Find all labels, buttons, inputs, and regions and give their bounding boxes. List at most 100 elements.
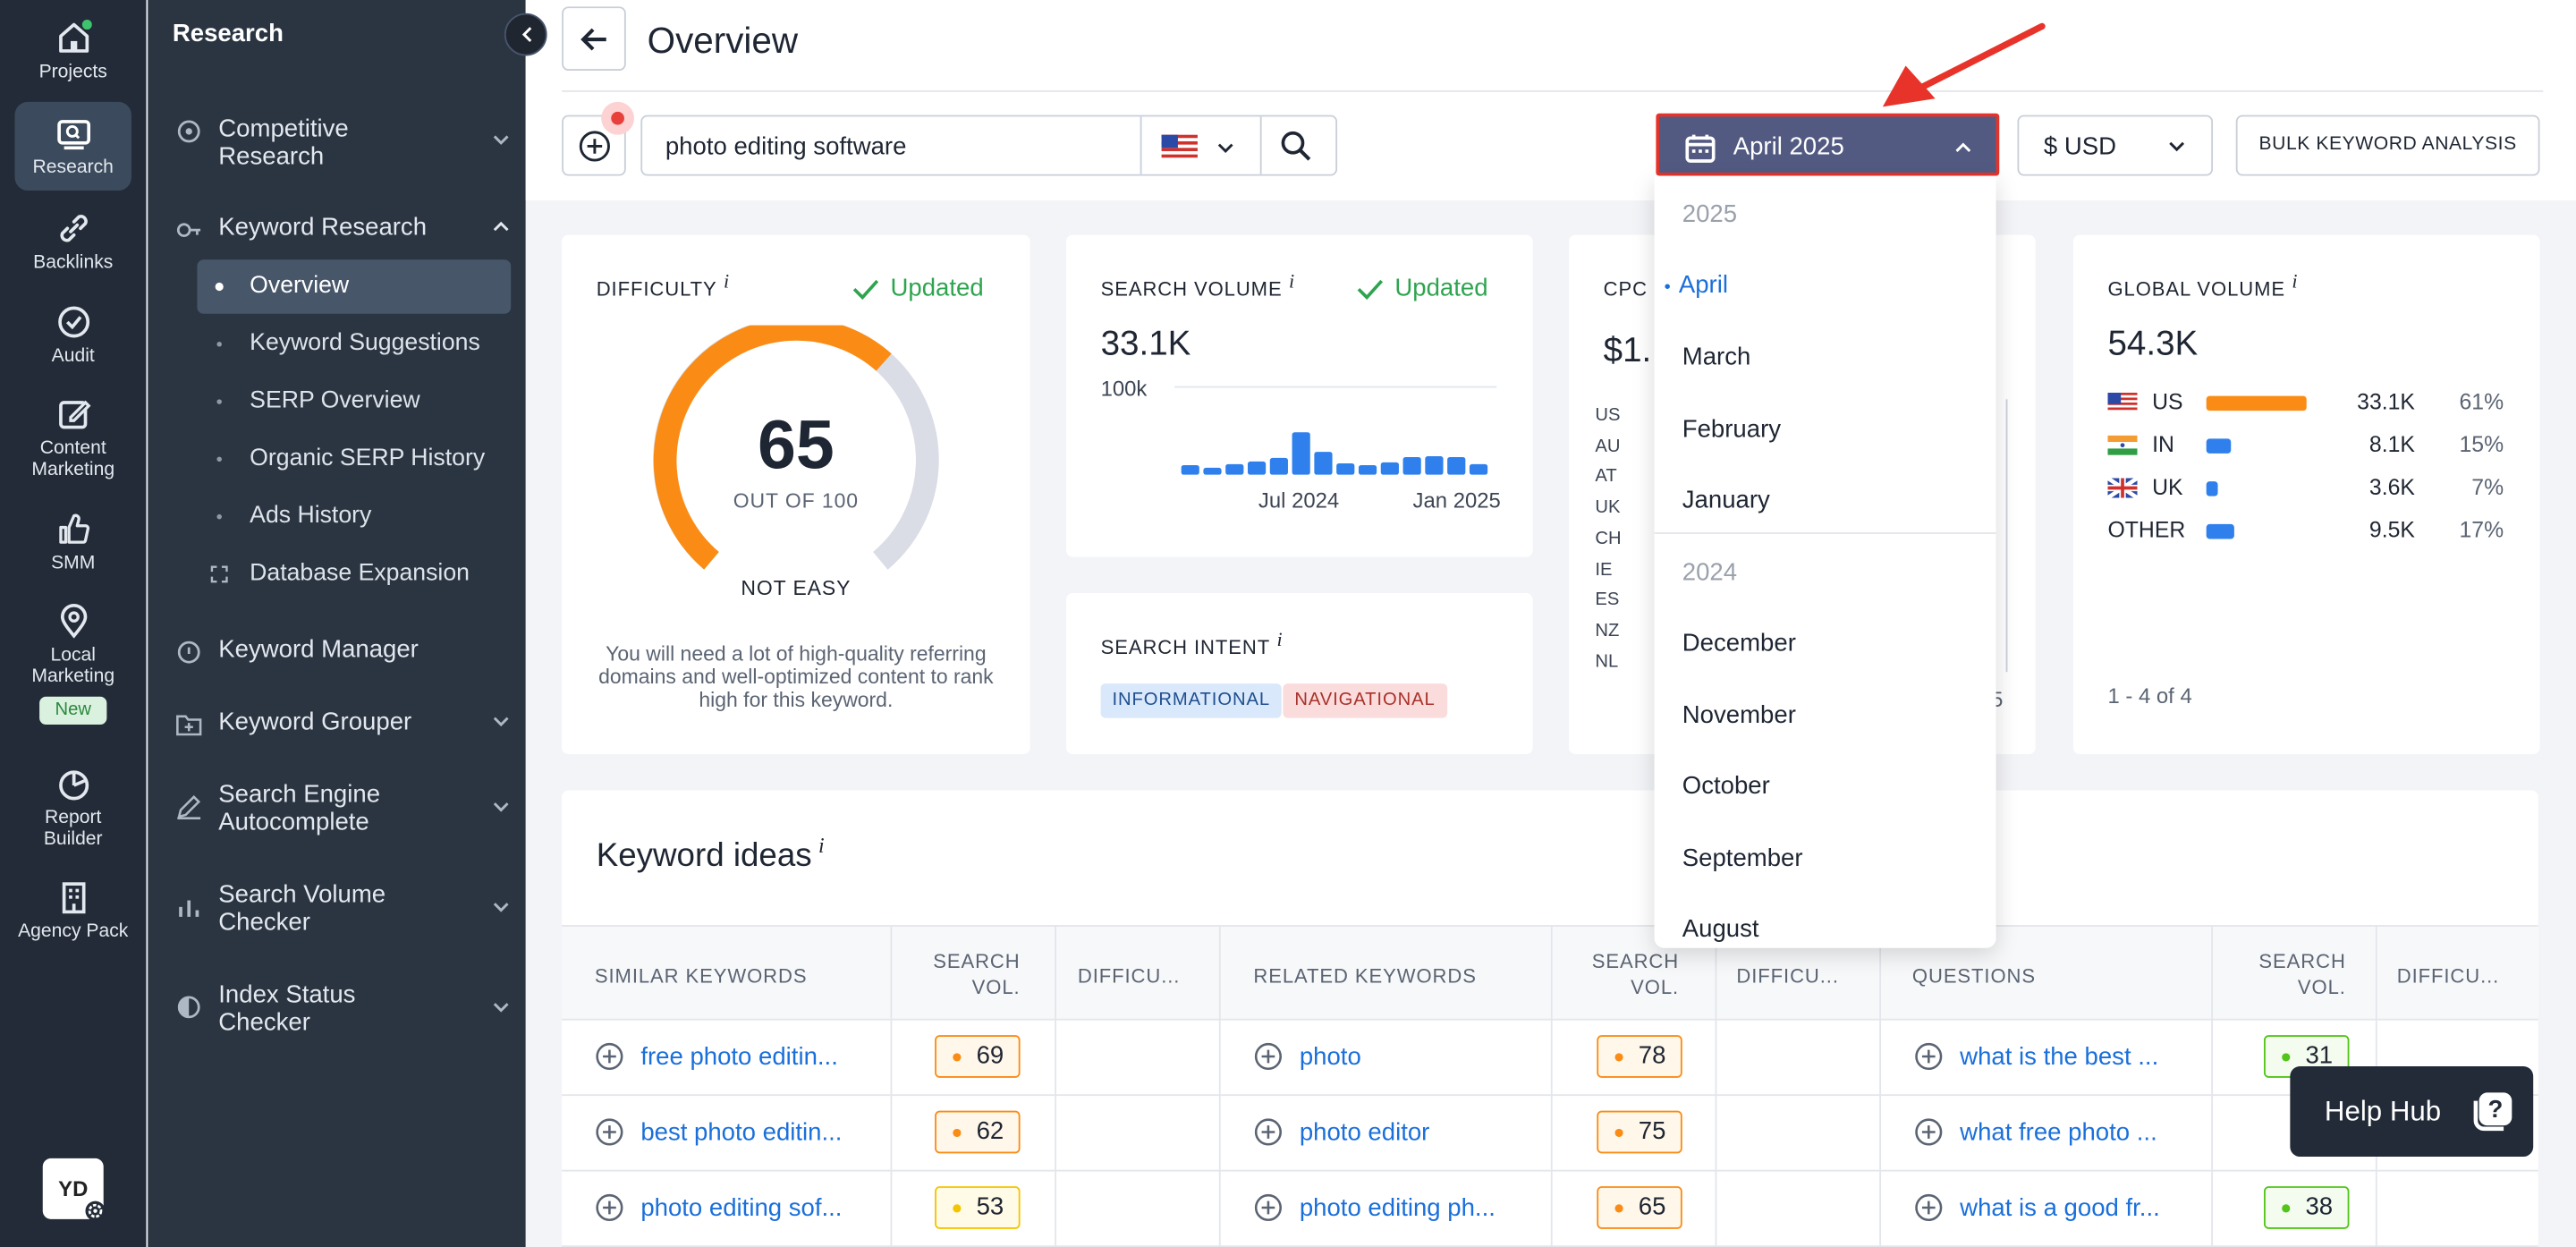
cpc-country-list: US AU AT UK CH IE ES NZ NL (1595, 401, 1621, 677)
rail-item-agency-pack[interactable]: Agency Pack (15, 879, 131, 965)
keyword-link[interactable]: what free photo ... (1915, 1118, 2157, 1147)
info-icon[interactable]: i (1276, 627, 1284, 651)
column-header[interactable]: DIFFICU... (1077, 964, 1181, 988)
keyword-link[interactable]: free photo editin... (596, 1042, 838, 1072)
keyword-link[interactable]: photo editing ph... (1254, 1193, 1496, 1223)
rail-item-local-marketing[interactable]: Local Marketing New (15, 603, 131, 734)
info-icon[interactable]: i (723, 269, 731, 293)
rail-item-research[interactable]: Research (14, 101, 131, 191)
column-header[interactable]: SEARCH VOL. (2258, 949, 2346, 999)
nav-keyword-grouper[interactable]: Keyword Grouper (176, 708, 513, 742)
research-icon (56, 120, 90, 150)
rail-label: Research (32, 157, 114, 178)
subnav-serp-overview[interactable]: SERP Overview (197, 375, 511, 429)
info-icon[interactable]: i (1288, 269, 1296, 293)
add-keyword-icon[interactable] (1253, 1041, 1283, 1071)
column-header[interactable]: SEARCH VOL. (933, 949, 1021, 999)
dropdown-option-august[interactable]: August (1682, 915, 1759, 944)
keyword-link[interactable]: what is a good fr... (1915, 1193, 2160, 1223)
column-header[interactable]: DIFFICU... (2396, 964, 2500, 988)
rail-item-smm[interactable]: SMM (15, 511, 131, 576)
intent-tag: NAVIGATIONAL (1283, 683, 1447, 718)
info-icon[interactable]: i (2292, 269, 2299, 293)
cpc-country: IE (1595, 559, 1613, 580)
us-flag-icon (1161, 134, 1198, 158)
keyword-link[interactable]: best photo editin... (596, 1118, 842, 1147)
avatar[interactable]: YD (42, 1158, 106, 1221)
rail-item-audit[interactable]: Audit (15, 304, 131, 369)
subnav-organic-serp-history[interactable]: Organic SERP History (197, 432, 511, 487)
rail-item-backlinks[interactable]: Backlinks (15, 210, 131, 276)
subnav-overview[interactable]: Overview (197, 259, 512, 314)
dropdown-option-november[interactable]: November (1682, 701, 1796, 730)
add-keyword-button[interactable] (562, 115, 626, 176)
subnav-keyword-suggestions[interactable]: Keyword Suggestions (197, 317, 511, 371)
difficulty-level: NOT EASY (741, 576, 852, 600)
add-keyword-icon[interactable] (595, 1192, 624, 1222)
country-select[interactable] (1142, 116, 1260, 174)
volume-bar (1314, 452, 1333, 475)
date-picker-button[interactable]: April 2025 (1656, 113, 2000, 176)
country-percent: 7% (2471, 474, 2504, 500)
rail-label: Report Builder (43, 808, 103, 850)
dropdown-option-september[interactable]: September (1682, 844, 1803, 873)
collapse-sidebar-button[interactable] (504, 13, 547, 56)
subnav-database-expansion[interactable]: Database Expansion (197, 547, 511, 602)
country-volume: 33.1K (2357, 389, 2415, 414)
nav-search-volume-checker[interactable]: Search Volume Checker (176, 880, 513, 937)
x-tick-label: Jan 2025 (1412, 488, 1501, 513)
rail-item-report-builder[interactable]: Report Builder (15, 766, 131, 852)
volume-bar (1380, 462, 1399, 475)
dropdown-option-march[interactable]: March (1682, 343, 1751, 372)
dropdown-option-december[interactable]: December (1682, 629, 1796, 657)
add-keyword-icon[interactable] (595, 1041, 624, 1071)
column-header[interactable]: DIFFICU... (1736, 964, 1839, 988)
difficulty-card: DIFFICULTY i Updated 65 OUT OF 100 NOT EA… (562, 234, 1030, 755)
add-keyword-icon[interactable] (1914, 1192, 1944, 1222)
column-header[interactable]: RELATED KEYWORDS (1253, 964, 1477, 988)
global-pager: 1 - 4 of 4 (2107, 683, 2192, 708)
dropdown-option-february[interactable]: February (1682, 415, 1782, 444)
volume-bar (1336, 462, 1355, 475)
nav-keyword-manager[interactable]: Keyword Manager (176, 636, 513, 669)
add-keyword-icon[interactable] (1914, 1117, 1944, 1147)
info-icon[interactable]: i (818, 833, 825, 858)
add-keyword-icon[interactable] (1253, 1117, 1283, 1147)
settings-gear-icon[interactable] (84, 1200, 107, 1223)
difficulty-badge: 62 (935, 1110, 1021, 1154)
nav-keyword-research[interactable]: Keyword Research (176, 214, 513, 247)
search-icon[interactable] (1280, 130, 1313, 163)
keyword-link[interactable]: what is the best ... (1915, 1042, 2158, 1072)
add-keyword-icon[interactable] (1914, 1041, 1944, 1071)
nav-competitive-research[interactable]: Competitive Research (176, 115, 513, 171)
rail-label: Audit (51, 346, 95, 367)
column-header[interactable]: SIMILAR KEYWORDS (594, 964, 808, 988)
rail-item-projects[interactable]: Projects (15, 20, 131, 92)
currency-select[interactable]: $ USD (2017, 115, 2214, 176)
keyword-link[interactable]: photo (1254, 1042, 1361, 1072)
keyword-search: photo editing software (640, 115, 1338, 176)
rail-item-content-marketing[interactable]: Content Marketing (15, 396, 131, 482)
nav-index-status-checker[interactable]: Index Status Checker (176, 981, 513, 1037)
add-keyword-icon[interactable] (595, 1117, 624, 1147)
dropdown-option-january[interactable]: January (1682, 486, 1770, 514)
chevron-down-icon (493, 717, 509, 727)
subnav-ads-history[interactable]: Ads History (197, 489, 511, 544)
search-input[interactable]: photo editing software (665, 132, 907, 161)
column-header[interactable]: SEARCH VOL. (1591, 949, 1680, 999)
country-percent: 17% (2459, 517, 2504, 543)
global-volume-label: GLOBAL VOLUME i (2107, 269, 2299, 301)
search-volume-card: SEARCH VOLUME i Updated 33.1K 100k Jul 20… (1066, 234, 1533, 557)
keyword-link[interactable]: photo editing sof... (596, 1193, 842, 1223)
dropdown-option-october[interactable]: October (1682, 772, 1770, 801)
back-button[interactable] (562, 6, 626, 71)
target-icon (177, 120, 200, 143)
dropdown-option-april[interactable]: • April (1664, 271, 1728, 300)
help-hub-button[interactable]: Help Hub ? (2290, 1066, 2534, 1158)
column-header[interactable]: QUESTIONS (1911, 964, 2037, 988)
keyword-link[interactable]: photo editor (1254, 1118, 1429, 1147)
bulk-keyword-analysis-button[interactable]: BULK KEYWORD ANALYSIS (2235, 115, 2540, 176)
nav-search-engine-autocomplete[interactable]: Search Engine Autocomplete (176, 780, 513, 836)
folder-plus-icon (176, 715, 202, 736)
add-keyword-icon[interactable] (1253, 1192, 1283, 1222)
